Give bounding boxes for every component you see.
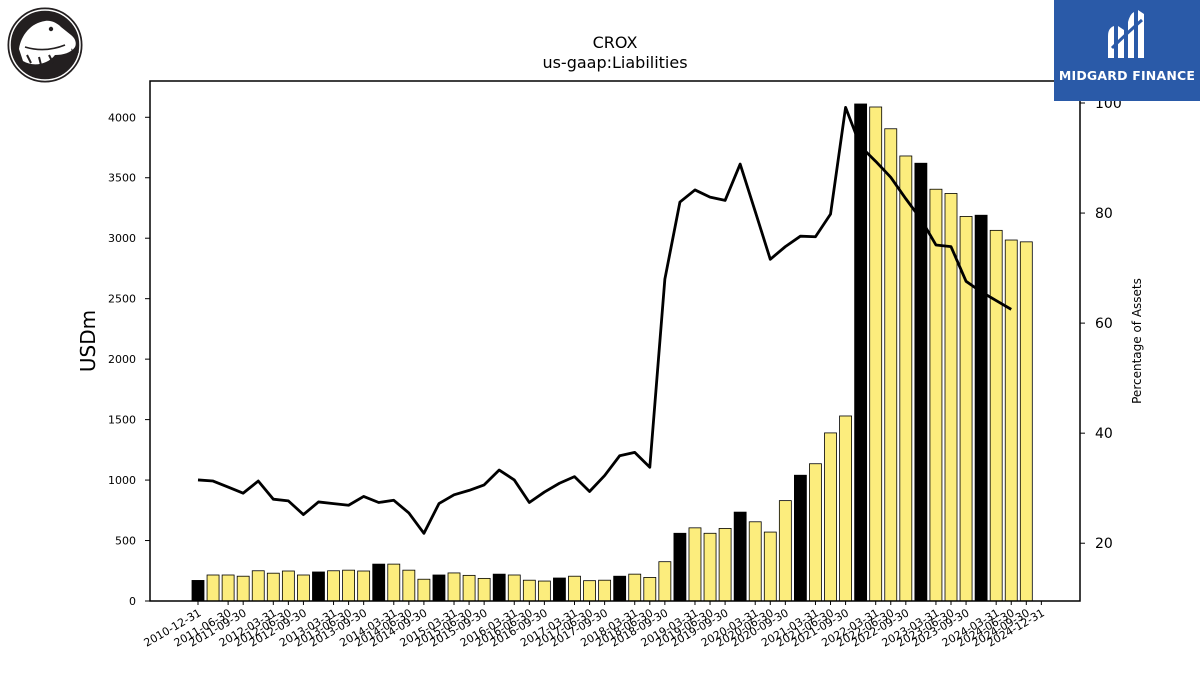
bar-2015-12-31 [492, 573, 506, 602]
bar-2016-03-31 [507, 574, 521, 602]
bar-2020-09-30 [778, 500, 792, 602]
crocodile-logo: tm [5, 5, 85, 85]
series-line-percentage-of-assets [197, 106, 1012, 535]
bar-2011-06-30 [221, 574, 235, 602]
bar-2020-12-31 [794, 474, 807, 602]
y-tick-label-0: 0 [129, 595, 136, 608]
bar-2018-06-30 [643, 577, 657, 602]
bar-2021-12-31 [854, 103, 868, 602]
y-tick-label-3500: 3500 [108, 172, 136, 185]
bar-2011-09-30 [236, 575, 250, 602]
bar-2018-09-30 [658, 561, 672, 602]
bar-2019-03-31 [688, 527, 702, 602]
bar-2022-03-31 [869, 106, 883, 602]
bar-2011-12-31 [251, 570, 265, 602]
bar-2021-06-30 [824, 432, 837, 602]
midgard-finance-logo: MIDGARD FINANCE [1054, 0, 1200, 101]
y2-tick-label-80: 80 [1095, 206, 1113, 222]
bar-2017-06-30 [583, 580, 596, 602]
line-layer [197, 106, 1012, 535]
bar-2012-06-30 [281, 570, 295, 602]
y-tick-label-500: 500 [115, 535, 136, 548]
trademark-mark: tm [71, 48, 79, 55]
y-tick-label-1000: 1000 [108, 474, 136, 487]
bar-2023-12-31 [974, 214, 988, 602]
bar-2015-09-30 [477, 577, 491, 602]
bar-2019-09-30 [718, 528, 732, 602]
bar-2016-09-30 [537, 580, 551, 602]
bar-2013-09-30 [357, 570, 371, 602]
chart-subtitle: us-gaap:Liabilities [542, 53, 687, 72]
y-axis-label: USDm [76, 310, 100, 372]
bar-2019-12-31 [733, 511, 747, 602]
chart-title: CROX [593, 33, 638, 52]
bar-2013-03-31 [327, 570, 340, 602]
bar-2012-12-31 [312, 571, 325, 602]
y2-tick-label-60: 60 [1095, 316, 1113, 332]
bar-2023-03-31 [929, 188, 943, 602]
y-tick-label-4000: 4000 [108, 111, 136, 124]
bar-2021-03-31 [809, 463, 822, 602]
bar-2024-06-30 [1004, 239, 1018, 602]
bar-2017-09-30 [598, 579, 612, 602]
crocodile-logo-icon: tm [6, 6, 84, 84]
bar-2014-03-31 [387, 563, 401, 602]
bar-2015-06-30 [462, 574, 476, 602]
y-tick-label-2500: 2500 [108, 293, 136, 306]
bar-2020-03-31 [748, 521, 762, 602]
bar-2014-06-30 [402, 569, 416, 602]
bars-layer [191, 103, 1033, 602]
y-tick-label-3000: 3000 [108, 232, 136, 245]
bar-2018-12-31 [673, 532, 687, 602]
bar-2010-12-31 [191, 580, 205, 602]
y2-tick-label-20: 20 [1095, 536, 1113, 552]
bar-2014-12-31 [432, 574, 446, 602]
midgard-logo-icon [1108, 10, 1144, 58]
y2-tick-label-40: 40 [1095, 426, 1113, 442]
bar-2022-06-30 [884, 128, 898, 602]
bar-2016-06-30 [522, 579, 536, 602]
bar-2024-09-30 [1019, 241, 1033, 602]
plot-frame [149, 80, 1081, 602]
brand-name: MIDGARD FINANCE [1058, 68, 1196, 83]
bar-2017-03-31 [568, 575, 581, 602]
y2-axis-label: Percentage of Assets [1130, 278, 1144, 404]
bar-2015-03-31 [447, 572, 461, 602]
bar-2017-12-31 [613, 575, 627, 602]
bar-2018-03-31 [628, 573, 642, 602]
bar-2014-09-30 [417, 578, 431, 602]
bar-2013-06-30 [342, 569, 356, 602]
bar-2024-03-31 [989, 229, 1003, 602]
bar-2020-06-30 [763, 531, 777, 602]
y-tick-label-1500: 1500 [108, 414, 136, 427]
bar-2013-12-31 [372, 563, 386, 602]
bar-2021-09-30 [839, 415, 852, 602]
bar-2022-09-30 [899, 155, 913, 602]
bar-2011-03-31 [206, 574, 220, 602]
y-tick-label-2000: 2000 [108, 353, 136, 366]
bar-2019-06-30 [703, 532, 717, 602]
bar-2012-03-31 [266, 572, 280, 602]
bar-2012-09-30 [297, 574, 310, 602]
bar-2016-12-31 [553, 577, 566, 602]
